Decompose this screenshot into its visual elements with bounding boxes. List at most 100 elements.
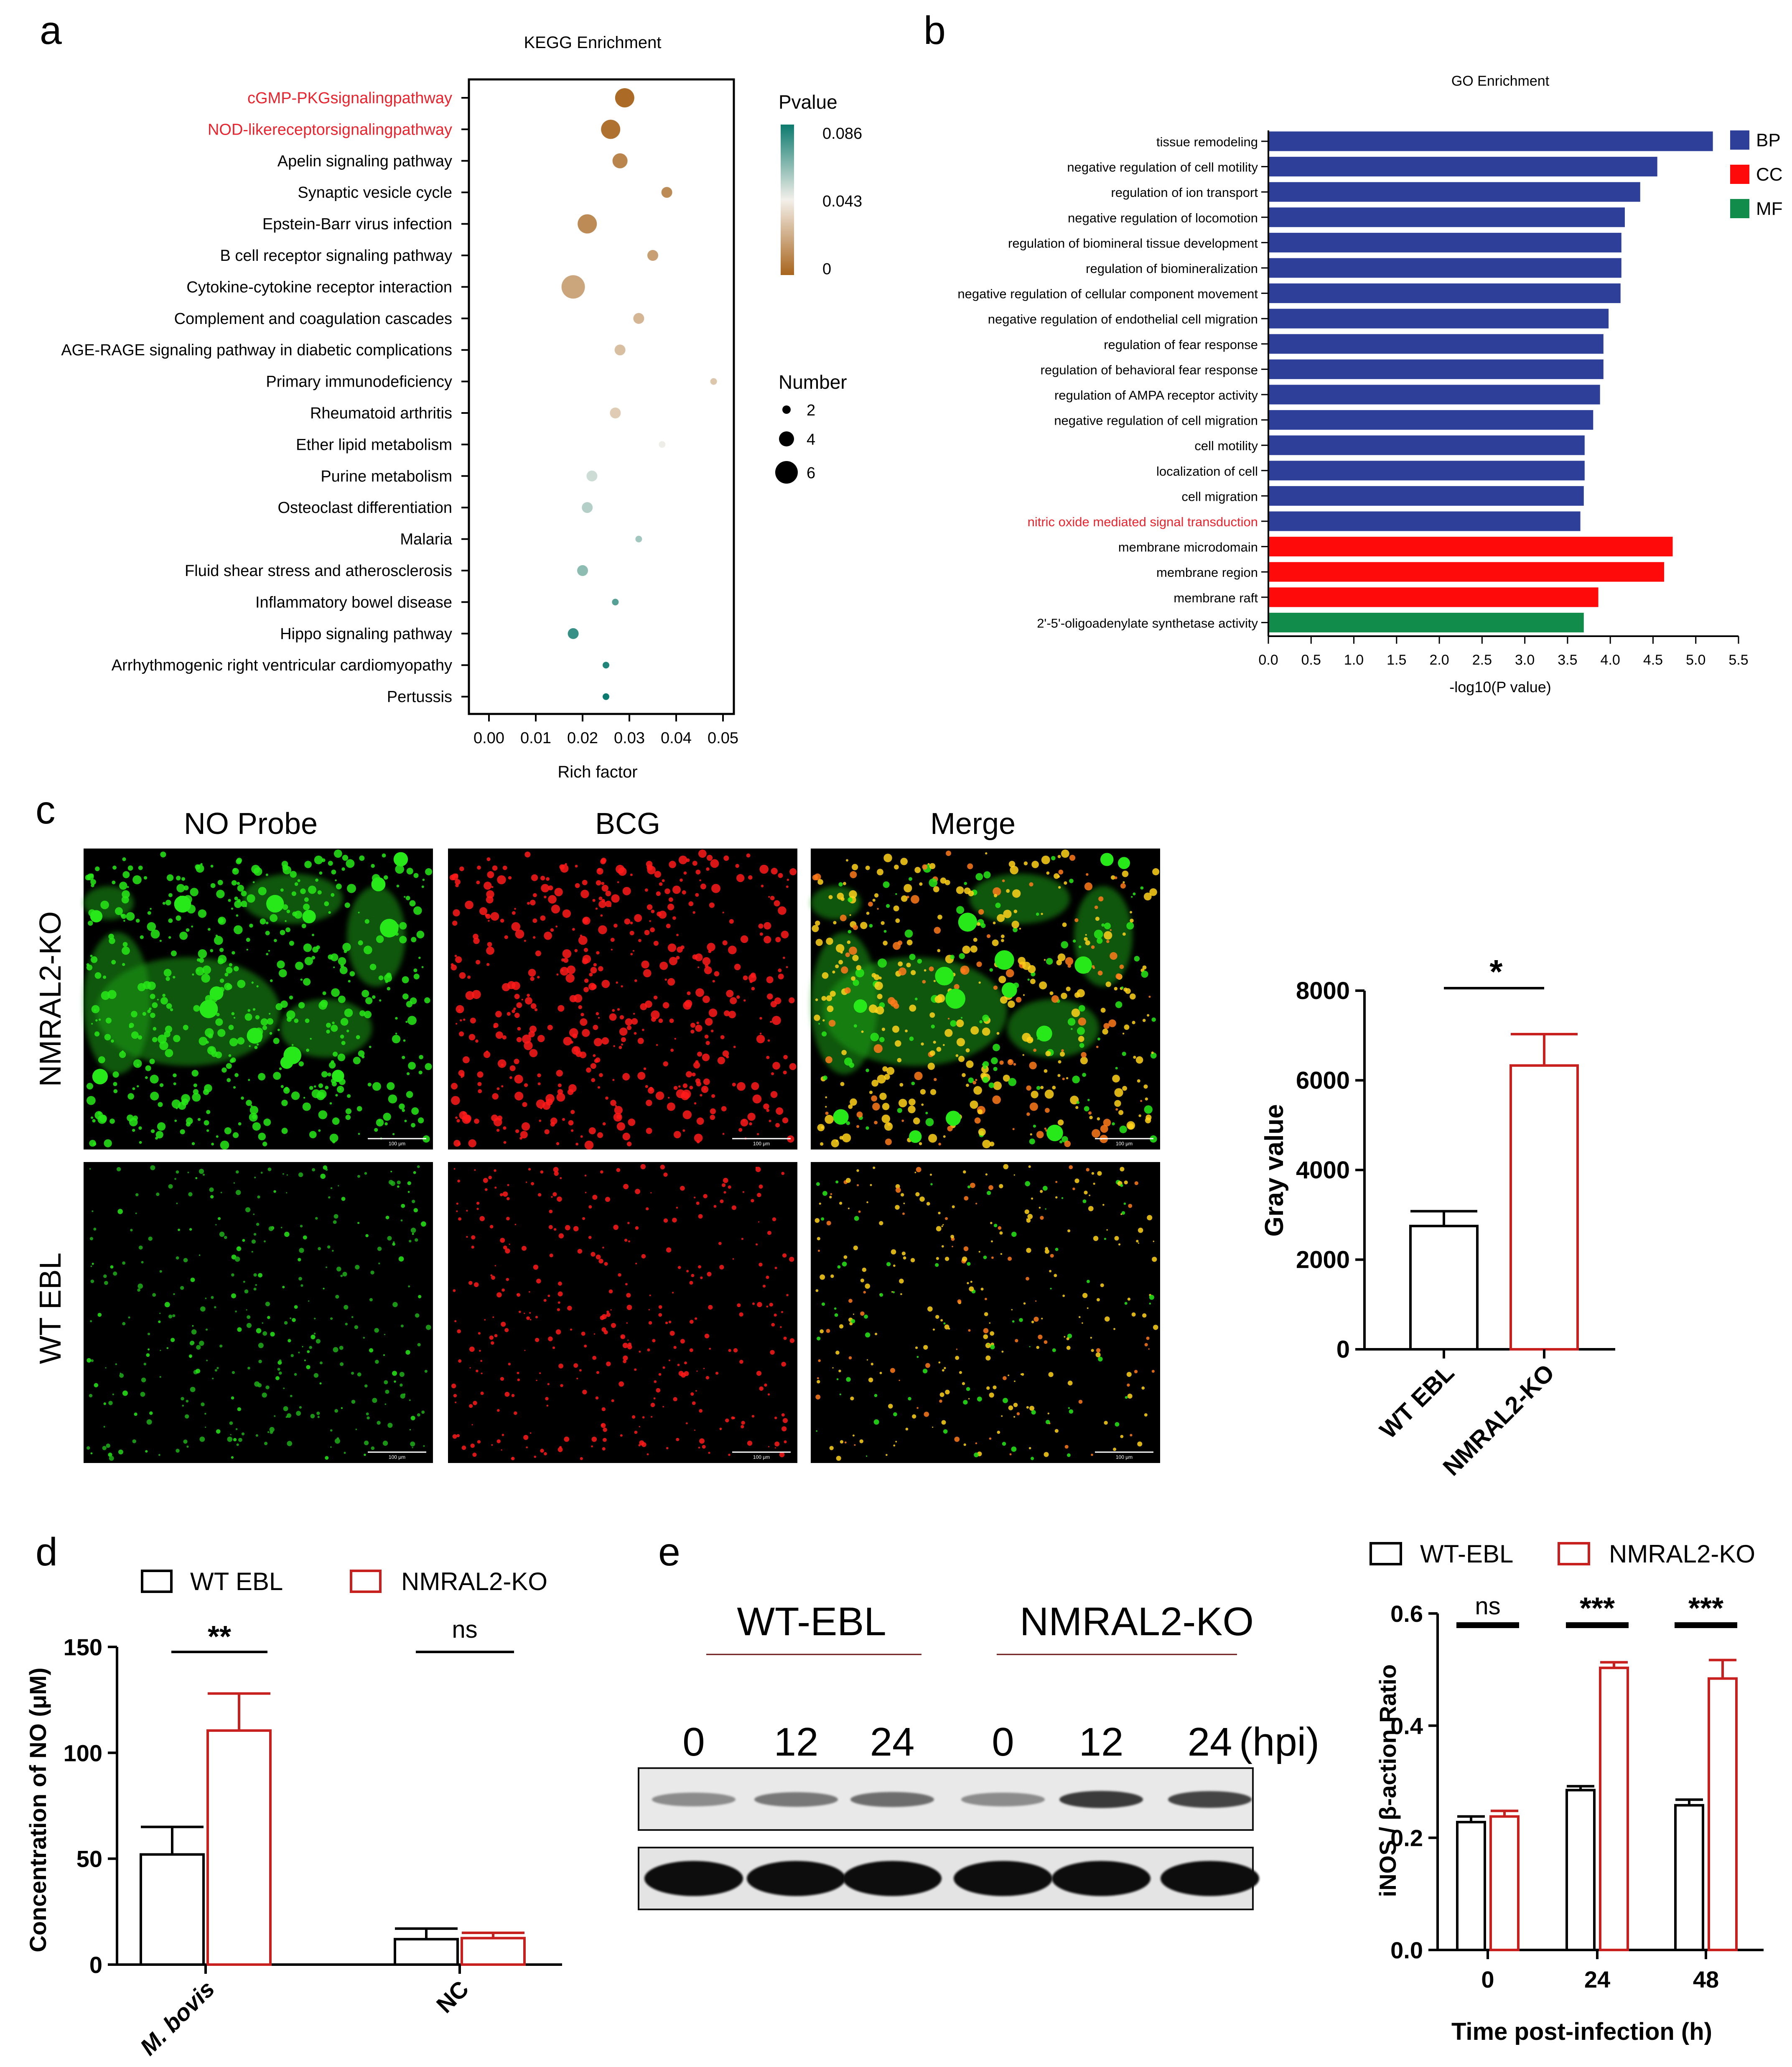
signal-spot bbox=[736, 874, 745, 882]
signal-spot bbox=[999, 1231, 1003, 1235]
signal-spot bbox=[137, 1283, 143, 1289]
signal-spot bbox=[850, 1098, 857, 1106]
panel-a-number-legend-tick: 6 bbox=[807, 464, 815, 482]
signal-spot bbox=[216, 889, 225, 898]
signal-spot bbox=[968, 1077, 974, 1083]
signal-spot bbox=[572, 928, 575, 931]
signal-spot bbox=[752, 1094, 762, 1104]
signal-spot bbox=[669, 1018, 674, 1023]
signal-spot bbox=[781, 1426, 787, 1432]
signal-spot bbox=[1058, 886, 1061, 889]
signal-spot bbox=[702, 1053, 710, 1061]
signal-spot bbox=[580, 1018, 588, 1026]
signal-spot bbox=[395, 1017, 398, 1020]
signal-spot bbox=[349, 971, 355, 976]
signal-spot bbox=[714, 971, 720, 976]
signal-spot bbox=[387, 1422, 393, 1428]
signal-spot bbox=[933, 886, 939, 892]
signal-spot bbox=[1098, 1356, 1103, 1362]
signal-spot bbox=[993, 1044, 1000, 1051]
signal-spot bbox=[517, 1027, 521, 1031]
signal-spot bbox=[938, 1361, 941, 1364]
signal-spot bbox=[770, 1021, 772, 1023]
signal-spot bbox=[820, 1329, 824, 1333]
signal-spot bbox=[939, 1399, 942, 1403]
signal-spot bbox=[696, 1021, 699, 1025]
signal-spot bbox=[1122, 1086, 1127, 1091]
signal-spot bbox=[290, 1317, 292, 1319]
signal-spot bbox=[836, 1378, 839, 1380]
signal-spot bbox=[1110, 952, 1117, 960]
signal-spot bbox=[978, 981, 981, 984]
signal-spot bbox=[713, 1205, 717, 1208]
signal-spot bbox=[938, 1211, 941, 1215]
signal-spot bbox=[365, 997, 373, 1004]
signal-spot bbox=[898, 967, 906, 976]
signal-spot bbox=[1079, 1043, 1084, 1048]
signal-spot bbox=[491, 886, 494, 888]
signal-spot bbox=[962, 1257, 967, 1262]
signal-spot bbox=[392, 1302, 398, 1307]
signal-spot bbox=[755, 1167, 761, 1172]
signal-spot bbox=[1000, 1253, 1003, 1255]
signal-spot bbox=[619, 1046, 622, 1049]
signal-spot bbox=[934, 996, 942, 1003]
signal-spot bbox=[479, 1216, 485, 1221]
signal-spot bbox=[1134, 956, 1140, 962]
signal-spot bbox=[736, 995, 740, 999]
signal-spot bbox=[848, 1299, 853, 1303]
signal-spot bbox=[789, 868, 797, 876]
signal-spot bbox=[235, 1170, 239, 1174]
signal-spot bbox=[1072, 1076, 1080, 1083]
signal-spot bbox=[705, 1041, 710, 1045]
signal-spot bbox=[217, 1029, 226, 1037]
signal-spot bbox=[647, 1348, 650, 1352]
signal-spot bbox=[848, 1356, 852, 1360]
signal-spot bbox=[696, 1370, 698, 1372]
signal-spot bbox=[1126, 1371, 1132, 1377]
signal-spot bbox=[469, 1367, 471, 1369]
kegg-term-label: Purine metabolism bbox=[321, 468, 452, 485]
panel-e-y-axis-label: iNOS / β-action Ratio bbox=[1375, 1664, 1401, 1897]
signal-spot bbox=[91, 1116, 93, 1119]
signal-spot bbox=[856, 1111, 863, 1118]
signal-spot bbox=[644, 930, 650, 935]
signal-spot bbox=[168, 893, 173, 897]
signal-spot bbox=[357, 1175, 360, 1178]
signal-spot bbox=[158, 1454, 160, 1456]
signal-spot bbox=[676, 933, 679, 936]
signal-spot bbox=[395, 1032, 397, 1035]
signal-spot bbox=[626, 1142, 632, 1147]
signal-spot bbox=[942, 1044, 945, 1046]
signal-spot bbox=[1054, 1274, 1057, 1277]
signal-spot bbox=[162, 902, 165, 905]
x-tick-label: 48 bbox=[1693, 1966, 1719, 1993]
legend-swatch-wt bbox=[141, 1570, 173, 1593]
cluster bbox=[811, 886, 861, 920]
signal-spot bbox=[374, 1128, 378, 1132]
signal-spot bbox=[1013, 910, 1018, 913]
signal-spot bbox=[309, 1346, 312, 1349]
signal-spot bbox=[517, 1378, 520, 1381]
inos-ratio-bar bbox=[1674, 1804, 1704, 1952]
signal-spot bbox=[756, 1035, 765, 1043]
signal-spot bbox=[1041, 1318, 1043, 1320]
signal-spot bbox=[1054, 1429, 1059, 1433]
signal-spot bbox=[767, 1231, 771, 1235]
signal-spot bbox=[98, 1056, 105, 1063]
signal-spot bbox=[872, 899, 876, 902]
signal-spot bbox=[183, 1439, 188, 1444]
signal-spot bbox=[549, 1209, 553, 1213]
signal-spot bbox=[456, 1005, 464, 1014]
signal-spot bbox=[591, 1252, 596, 1257]
signal-spot bbox=[216, 1135, 219, 1138]
signal-spot bbox=[251, 1251, 253, 1253]
go-bar bbox=[1268, 537, 1673, 557]
signal-spot bbox=[329, 1134, 339, 1142]
signal-spot bbox=[505, 1248, 510, 1254]
signal-spot bbox=[122, 1261, 126, 1265]
signal-spot bbox=[705, 1376, 710, 1380]
signal-spot bbox=[585, 1192, 587, 1193]
go-bar bbox=[1268, 385, 1600, 405]
signal-spot bbox=[132, 875, 142, 884]
